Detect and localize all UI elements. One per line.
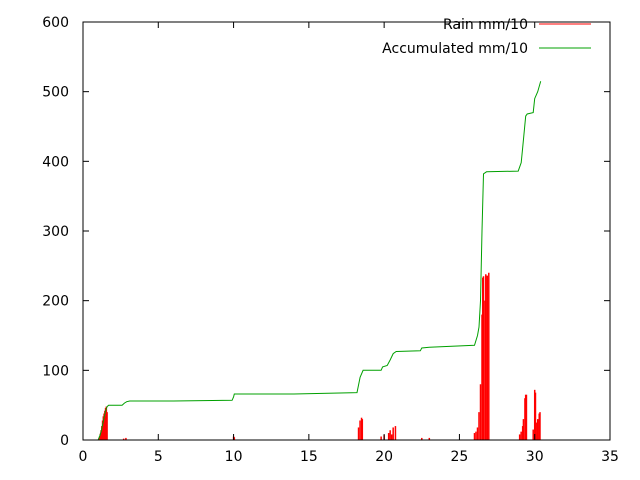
- y-tick-label: 200: [42, 294, 69, 310]
- x-tick-label: 25: [451, 449, 469, 465]
- y-tick-label: 0: [60, 433, 69, 449]
- y-tick-label: 300: [42, 224, 69, 240]
- y-tick-label: 500: [42, 85, 69, 101]
- accumulated-line: [97, 81, 542, 441]
- x-tick-label: 20: [375, 449, 393, 465]
- x-tick-label: 10: [225, 449, 243, 465]
- series-layer: [97, 81, 542, 441]
- x-tick-label: 35: [601, 449, 619, 465]
- legend-label: Accumulated mm/10: [382, 41, 528, 57]
- axes-layer: 0 5 10 15 20 25 30 35 0 100 200 300 400 500 600: [42, 15, 619, 465]
- x-tick-label: 0: [79, 449, 88, 465]
- x-tick-label: 5: [154, 449, 163, 465]
- x-tick-label: 30: [526, 449, 544, 465]
- y-tick-label: 600: [42, 15, 69, 31]
- y-tick-label: 400: [42, 154, 69, 170]
- legend: Rain mm/10 Accumulated mm/10: [382, 17, 591, 57]
- y-tick-label: 100: [42, 363, 69, 379]
- x-tick-label: 15: [300, 449, 318, 465]
- legend-label: Rain mm/10: [443, 17, 528, 33]
